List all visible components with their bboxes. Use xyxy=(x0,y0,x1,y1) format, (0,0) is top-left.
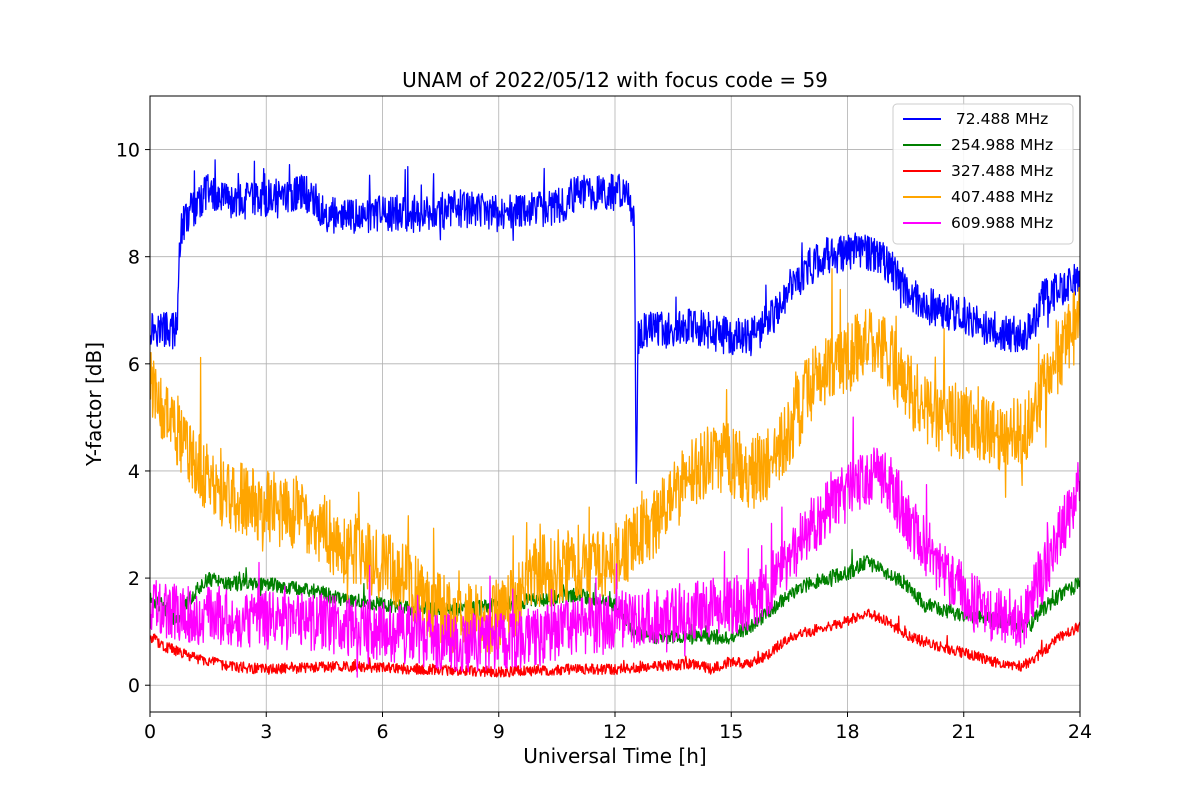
y-tick-label: 0 xyxy=(128,675,140,697)
series-line xyxy=(150,416,1080,678)
legend: 72.488 MHz 254.988 MHz 327.488 MHz 407.488 … xyxy=(892,103,1074,245)
chart-title: UNAM of 2022/05/12 with focus code = 59 xyxy=(402,68,828,92)
x-tick-label: 3 xyxy=(260,721,272,743)
x-tick-label: 6 xyxy=(376,721,388,743)
y-tick-label: 6 xyxy=(128,354,140,376)
y-axis-label: Y-factor [dB] xyxy=(82,342,106,467)
x-tick-label: 21 xyxy=(952,721,976,743)
x-tick-label: 15 xyxy=(719,721,743,743)
series-line xyxy=(150,159,1080,485)
x-tick-label: 0 xyxy=(144,721,156,743)
legend-label: 254.988 MHz xyxy=(951,136,1053,154)
series-line xyxy=(150,608,1080,678)
x-axis-label: Universal Time [h] xyxy=(523,744,706,768)
x-tick-label: 18 xyxy=(835,721,859,743)
y-tick-label: 4 xyxy=(128,461,140,483)
legend-label: 609.988 MHz xyxy=(951,214,1053,232)
x-tick-label: 24 xyxy=(1068,721,1092,743)
plot-area xyxy=(150,159,1080,678)
y-tick-label: 2 xyxy=(128,568,140,590)
series-line xyxy=(150,548,1080,645)
legend-label: 327.488 MHz xyxy=(951,162,1053,180)
legend-box xyxy=(892,103,1074,245)
x-axis: 0 3 6 9 12 15 18 21 24 xyxy=(144,712,1092,743)
y-tick-label: 8 xyxy=(128,247,140,269)
x-tick-label: 12 xyxy=(603,721,627,743)
legend-label: 72.488 MHz xyxy=(951,110,1048,128)
y-tick-label: 10 xyxy=(116,140,140,162)
grid xyxy=(149,96,1081,712)
legend-label: 407.488 MHz xyxy=(951,188,1053,206)
series-line xyxy=(150,268,1080,655)
y-axis: 0 2 4 6 8 10 xyxy=(116,140,150,697)
x-tick-label: 9 xyxy=(493,721,505,743)
